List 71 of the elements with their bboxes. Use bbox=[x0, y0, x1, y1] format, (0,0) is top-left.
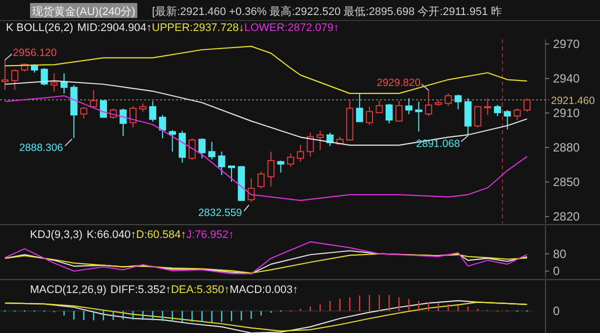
candlestick bbox=[120, 108, 127, 136]
candlestick bbox=[218, 151, 226, 176]
candlestick bbox=[258, 171, 265, 189]
text: D:60.584↑ bbox=[136, 229, 186, 241]
text: K:66.040↑ bbox=[86, 229, 136, 241]
y-tick-label: 2880 bbox=[553, 140, 580, 154]
candlestick bbox=[405, 98, 412, 115]
candlestick bbox=[129, 106, 137, 128]
candlestick bbox=[366, 106, 373, 126]
candlestick bbox=[356, 92, 364, 122]
candlestick bbox=[514, 108, 521, 120]
candlestick bbox=[425, 90, 432, 116]
candlestick bbox=[248, 178, 255, 203]
candlestick bbox=[504, 110, 511, 130]
text: MID:2904.904↑ bbox=[77, 22, 152, 34]
chart-title: 现货黄金(AU)(240分) bbox=[32, 5, 136, 18]
y-tick-label: 0 bbox=[553, 264, 560, 278]
candlestick bbox=[208, 141, 216, 160]
candlestick bbox=[444, 92, 452, 106]
candlestick bbox=[484, 98, 492, 116]
series-label: MACD:0.003↑ bbox=[230, 284, 298, 296]
candlestick bbox=[296, 144, 304, 162]
candlestick bbox=[454, 94, 462, 110]
series-label: DEA:5.350↑ bbox=[170, 284, 230, 296]
candlestick bbox=[228, 165, 236, 182]
candlestick bbox=[316, 130, 324, 151]
candlestick bbox=[178, 130, 186, 164]
candlestick bbox=[494, 104, 502, 116]
candlestick bbox=[376, 100, 383, 114]
series-label: DIFF:5.352↑ bbox=[110, 284, 171, 296]
candlestick bbox=[40, 68, 48, 86]
chart-subtitle: [最新:2921.460 +0.36% 最高:2922.520 最低:2895.698 今开:2911.951 昨 bbox=[152, 5, 502, 18]
candlestick bbox=[188, 138, 196, 161]
candlestick bbox=[60, 72, 68, 94]
y-tick-label: 2940 bbox=[553, 72, 580, 86]
candlestick bbox=[395, 100, 403, 122]
candlestick bbox=[524, 98, 531, 112]
y-tick-label: 2820 bbox=[553, 210, 580, 224]
candlestick bbox=[415, 101, 422, 132]
series-label: UPPER:2937.728↓ bbox=[152, 22, 244, 34]
candlestick bbox=[11, 68, 18, 90]
candlestick bbox=[50, 72, 58, 92]
candlestick bbox=[386, 103, 393, 124]
y-tick-label: 2910 bbox=[553, 106, 580, 120]
text: LOWER:2872.079↑ bbox=[244, 22, 339, 34]
y-tick-label: 80 bbox=[553, 246, 567, 261]
y-tick-label: 2850 bbox=[553, 175, 580, 189]
annotation: 2832.559 bbox=[198, 207, 242, 219]
candlestick bbox=[100, 100, 107, 118]
candlestick bbox=[149, 100, 156, 122]
candlestick bbox=[198, 138, 206, 159]
text: J:76.952↑ bbox=[186, 229, 234, 241]
y-tick-label: 2970 bbox=[553, 37, 580, 51]
candlestick bbox=[277, 160, 284, 174]
candlestick bbox=[1, 59, 8, 90]
annotation: 2888.306 bbox=[19, 142, 64, 154]
annotation: 2891.068 bbox=[416, 138, 460, 150]
candlestick bbox=[90, 90, 98, 109]
candlestick bbox=[306, 132, 314, 158]
candlestick bbox=[287, 152, 294, 168]
candlestick bbox=[474, 106, 482, 128]
ref-line-label: 2921.460 bbox=[551, 94, 595, 107]
candlestick bbox=[80, 106, 88, 119]
legend-title: MACD(12,26,9) bbox=[30, 284, 106, 296]
legend-title: KDJ(9,3,3) bbox=[30, 229, 83, 241]
legend-title: K BOLL(26,2) bbox=[6, 22, 74, 34]
candlestick bbox=[168, 130, 176, 152]
candlestick bbox=[267, 151, 274, 188]
annotation: 2929.820 bbox=[376, 77, 421, 90]
candlestick bbox=[159, 114, 166, 139]
annotation: 2956.120 bbox=[12, 46, 57, 59]
